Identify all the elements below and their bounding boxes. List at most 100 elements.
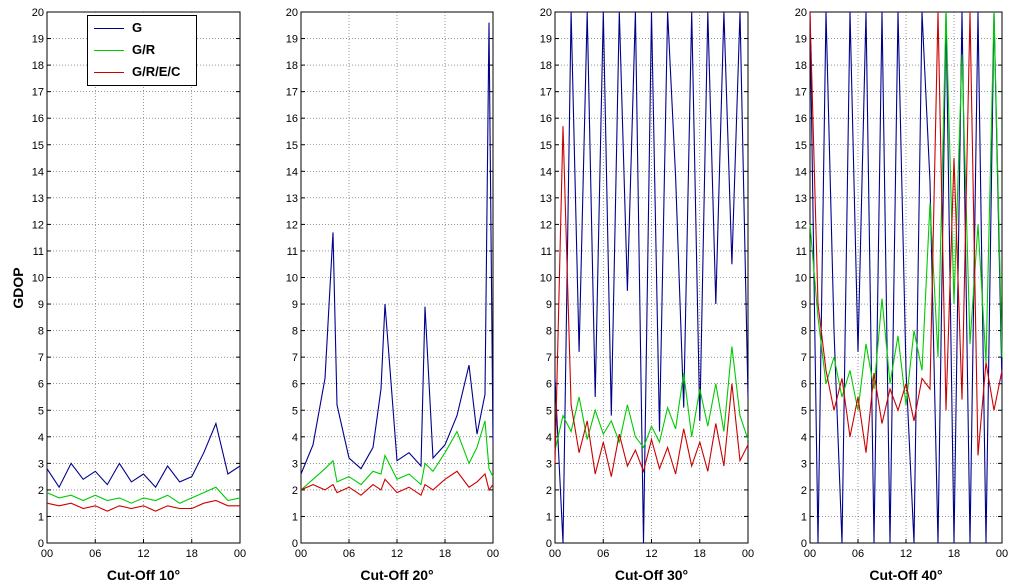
y-tick-label: 10 — [795, 273, 807, 285]
y-tick-label: 0 — [292, 538, 298, 550]
y-tick-label: 1 — [292, 511, 298, 523]
y-tick-label: 7 — [292, 352, 298, 364]
x-tick-label: 00 — [41, 548, 53, 560]
y-tick-label: 4 — [546, 432, 552, 444]
y-tick-label: 2 — [801, 485, 807, 497]
y-tick-label: 11 — [33, 246, 44, 258]
y-tick-label: 8 — [38, 326, 44, 338]
y-tick-label: 17 — [286, 87, 298, 99]
y-tick-label: 20 — [32, 7, 44, 19]
x-tick-label: 12 — [391, 548, 403, 560]
legend-box: G G/R G/R/E/C — [87, 15, 197, 86]
x-tick-label: 00 — [549, 548, 561, 560]
y-tick-label: 17 — [540, 87, 552, 99]
series-line-g — [300, 22, 494, 475]
y-axis-label-text: GDOP — [10, 267, 26, 309]
y-tick-label: 2 — [38, 485, 44, 497]
y-tick-label: 1 — [801, 511, 807, 523]
series-line-g-r — [46, 486, 241, 504]
y-tick-label: 3 — [546, 458, 552, 470]
x-axis-label: Cut-Off 20° — [360, 567, 433, 583]
y-tick-label: 6 — [38, 379, 44, 391]
x-tick-label: 00 — [234, 548, 246, 560]
y-tick-label: 6 — [292, 379, 298, 391]
y-tick-label: 13 — [286, 193, 298, 205]
x-tick-label: 06 — [89, 548, 101, 560]
legend-entry-gr: G/R — [94, 41, 194, 61]
y-tick-label: 9 — [801, 299, 807, 311]
y-tick-label: 11 — [287, 246, 298, 258]
y-tick-label: 11 — [796, 246, 807, 258]
series-line-g — [46, 421, 241, 489]
y-tick-label: 6 — [801, 379, 807, 391]
y-tick-label: 12 — [32, 219, 44, 231]
x-tick-label: 06 — [852, 548, 864, 560]
y-tick-label: 14 — [32, 166, 44, 178]
y-tick-label: 9 — [546, 299, 552, 311]
y-tick-label: 8 — [292, 326, 298, 338]
legend-label-gr: G/R — [132, 42, 156, 57]
y-tick-label: 11 — [541, 246, 552, 258]
y-tick-label: 20 — [540, 7, 552, 19]
y-tick-label: 16 — [540, 113, 552, 125]
y-tick-label: 5 — [292, 405, 298, 417]
y-tick-label: 15 — [795, 140, 807, 152]
x-tick-label: 12 — [137, 548, 149, 560]
y-tick-label: 0 — [801, 538, 807, 550]
y-tick-label: 2 — [546, 485, 552, 497]
legend-label-g: G — [132, 20, 143, 35]
y-tick-label: 19 — [32, 34, 44, 46]
y-tick-label: 10 — [32, 273, 44, 285]
legend-swatch-gr — [94, 50, 124, 51]
series-line-g-r — [300, 420, 494, 491]
legend-entry-g: G — [94, 19, 194, 39]
series-line-g-r-e-c — [300, 470, 494, 497]
y-tick-label: 7 — [801, 352, 807, 364]
y-tick-label: 3 — [38, 458, 44, 470]
y-tick-label: 19 — [540, 34, 552, 46]
y-tick-label: 10 — [540, 273, 552, 285]
y-tick-label: 5 — [801, 405, 807, 417]
y-tick-label: 4 — [801, 432, 807, 444]
y-tick-label: 15 — [286, 140, 298, 152]
y-tick-label: 9 — [292, 299, 298, 311]
y-tick-label: 17 — [795, 87, 807, 99]
y-tick-label: 16 — [32, 113, 44, 125]
series-line-g-r — [554, 346, 749, 451]
y-tick-label: 12 — [795, 219, 807, 231]
y-tick-label: 9 — [38, 299, 44, 311]
y-tick-label: 0 — [546, 538, 552, 550]
y-tick-label: 7 — [38, 352, 44, 364]
y-tick-label: 5 — [546, 405, 552, 417]
y-tick-label: 7 — [546, 352, 552, 364]
y-tick-label: 19 — [795, 34, 807, 46]
y-tick-label: 19 — [286, 34, 298, 46]
x-tick-label: 18 — [439, 548, 451, 560]
x-tick-label: 18 — [694, 548, 706, 560]
legend-swatch-g — [94, 28, 124, 29]
y-tick-label: 18 — [540, 60, 552, 72]
y-tick-label: 18 — [32, 60, 44, 72]
y-tick-label: 17 — [32, 87, 44, 99]
y-axis-label: GDOP — [6, 250, 30, 330]
y-tick-label: 4 — [292, 432, 298, 444]
y-tick-label: 16 — [795, 113, 807, 125]
x-axis-label: Cut-Off 10° — [107, 567, 180, 583]
y-tick-label: 0 — [38, 538, 44, 550]
x-tick-label: 12 — [900, 548, 912, 560]
y-tick-label: 20 — [795, 7, 807, 19]
legend-label-grec: G/R/E/C — [132, 64, 181, 79]
legend-swatch-grec — [94, 72, 124, 73]
series-line-g-r-e-c — [809, 11, 1003, 456]
y-tick-label: 14 — [540, 166, 552, 178]
y-tick-label: 1 — [546, 511, 552, 523]
x-tick-label: 06 — [343, 548, 355, 560]
y-tick-label: 3 — [292, 458, 298, 470]
x-tick-label: 00 — [295, 548, 307, 560]
y-tick-label: 14 — [795, 166, 807, 178]
y-tick-label: 15 — [32, 140, 44, 152]
y-tick-label: 5 — [38, 405, 44, 417]
x-tick-label: 18 — [186, 548, 198, 560]
y-tick-label: 12 — [286, 219, 298, 231]
